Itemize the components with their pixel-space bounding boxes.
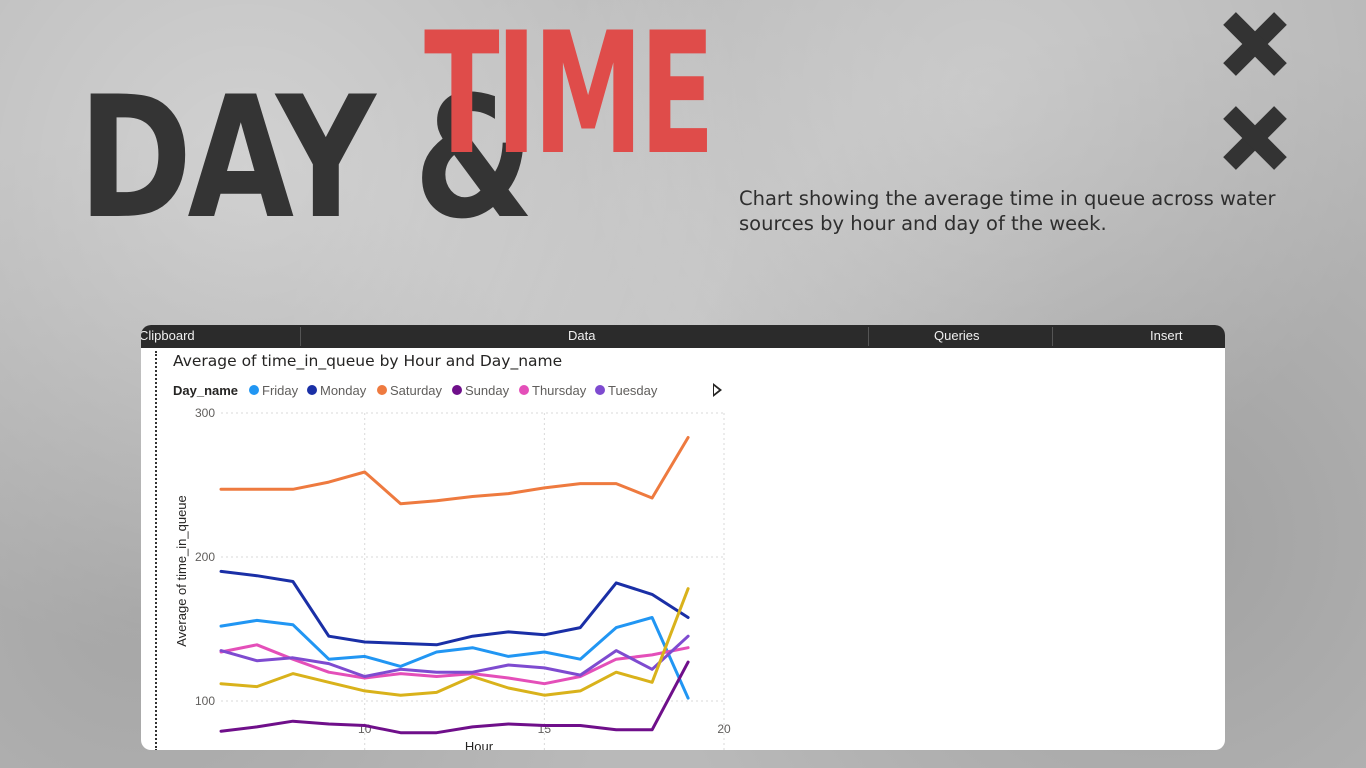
cross-icon — [1222, 10, 1288, 76]
legend-label: Tuesday — [608, 383, 658, 398]
ribbon-clipboard[interactable]: Clipboard — [141, 328, 195, 343]
y-tick-label: 100 — [195, 694, 215, 708]
series-line-unnamed — [219, 587, 690, 697]
ribbon-bar: Clipboard Data Queries Insert — [141, 325, 1225, 348]
legend-marker — [249, 385, 259, 395]
ribbon-data[interactable]: Data — [568, 328, 596, 343]
series-line-thursday — [219, 643, 690, 686]
chart-panel: Clipboard Data Queries Insert Average of… — [141, 325, 1225, 750]
legend-label: Monday — [320, 383, 367, 398]
legend-label: Thursday — [532, 383, 587, 398]
legend-title: Day_name — [173, 383, 238, 398]
title-day: DAY & — [78, 60, 534, 256]
chart-description: Chart showing the average time in queue … — [739, 187, 1276, 235]
cross-icon — [1222, 104, 1288, 170]
legend-label: Friday — [262, 383, 299, 398]
series-line-saturday — [219, 436, 690, 506]
ribbon-queries[interactable]: Queries — [934, 328, 980, 343]
legend-label: Sunday — [465, 383, 510, 398]
y-axis-title: Average of time_in_queue — [174, 495, 189, 647]
series-line-tuesday — [219, 634, 690, 678]
series-line-monday — [219, 569, 690, 647]
legend-marker — [307, 385, 317, 395]
y-tick-label: 200 — [195, 550, 215, 564]
play-icon[interactable] — [713, 383, 722, 397]
x-tick-label: 20 — [717, 722, 731, 736]
series-line-friday — [219, 616, 690, 700]
legend-marker — [377, 385, 387, 395]
y-tick-label: 300 — [195, 406, 215, 420]
legend-marker — [452, 385, 462, 395]
legend-label: Saturday — [390, 383, 443, 398]
legend-marker — [595, 385, 605, 395]
legend-marker — [519, 385, 529, 395]
ribbon-insert[interactable]: Insert — [1150, 328, 1183, 343]
x-axis-title: Hour — [465, 739, 494, 750]
series-line-sunday — [219, 660, 690, 735]
title-time: TIME — [424, 0, 715, 192]
selection-border — [155, 351, 157, 750]
chart-title: Average of time_in_queue by Hour and Day… — [173, 352, 563, 370]
